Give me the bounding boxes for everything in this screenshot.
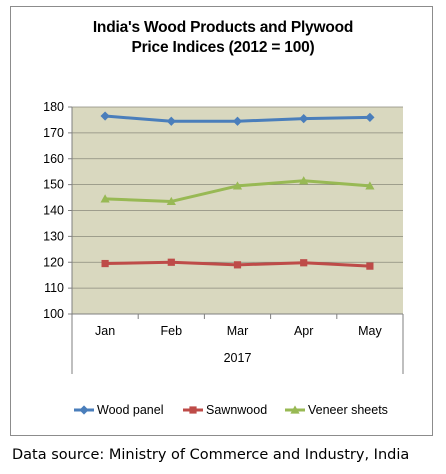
x-tick-label: Mar: [227, 324, 249, 338]
y-tick-label: 100: [43, 307, 64, 321]
series-wood-panel: [100, 111, 375, 126]
data-point: [232, 181, 243, 190]
legend-label: Veneer sheets: [308, 403, 388, 417]
y-tick-label: 140: [43, 204, 64, 218]
data-point: [299, 114, 309, 124]
series: [100, 111, 375, 270]
series-veneer-sheets: [100, 176, 375, 206]
legend-marker: [189, 406, 197, 414]
legend: Wood panel Sawnwood Veneer sheets: [74, 403, 388, 417]
y-tick-label: 130: [43, 229, 64, 243]
data-point: [299, 176, 309, 185]
data-point: [100, 111, 110, 121]
y-tick-label: 170: [43, 126, 64, 140]
x-tick-label: Jan: [95, 324, 115, 338]
data-point: [365, 112, 375, 122]
chart-title: India's Wood Products and Plywood Price …: [0, 18, 446, 58]
x-category-group-label: 2017: [224, 351, 252, 365]
x-tick-labels: Jan Feb Mar Apr May: [95, 324, 382, 338]
series-sawnwood: [101, 258, 374, 270]
legend-marker: [290, 405, 300, 414]
legend-item: Veneer sheets: [285, 403, 388, 417]
legend-label: Sawnwood: [206, 403, 267, 417]
y-tick-label: 160: [43, 152, 64, 166]
x-tick-label: May: [358, 324, 382, 338]
y-tick-label: 150: [43, 178, 64, 192]
legend-item: Sawnwood: [183, 403, 267, 417]
data-point: [166, 116, 176, 126]
data-point: [300, 259, 308, 267]
data-point: [101, 259, 109, 268]
legend-marker: [79, 405, 89, 415]
data-point: [166, 196, 176, 206]
x-tick-label: Apr: [294, 324, 313, 338]
y-tick-label: 110: [44, 281, 64, 295]
legend-label: Wood panel: [97, 403, 164, 417]
axes: [71, 107, 404, 374]
y-tick-label: 180: [43, 100, 64, 114]
data-point: [167, 258, 175, 266]
data-point: [366, 262, 374, 270]
chart-title-line-2: Price Indices (2012 = 100): [131, 39, 315, 56]
y-tick-labels: 100 110 120 130 140 150 160 170 180: [43, 100, 64, 321]
y-tick-label: 120: [43, 255, 64, 269]
data-point: [100, 194, 110, 203]
chart-title-line-1: India's Wood Products and Plywood: [92, 19, 354, 36]
source-note: Data source: Ministry of Commerce and In…: [12, 447, 410, 463]
legend-item: Wood panel: [74, 403, 164, 417]
data-point: [232, 116, 243, 126]
x-tick-label: Feb: [161, 324, 183, 338]
data-point: [233, 261, 242, 269]
data-point: [365, 181, 375, 190]
